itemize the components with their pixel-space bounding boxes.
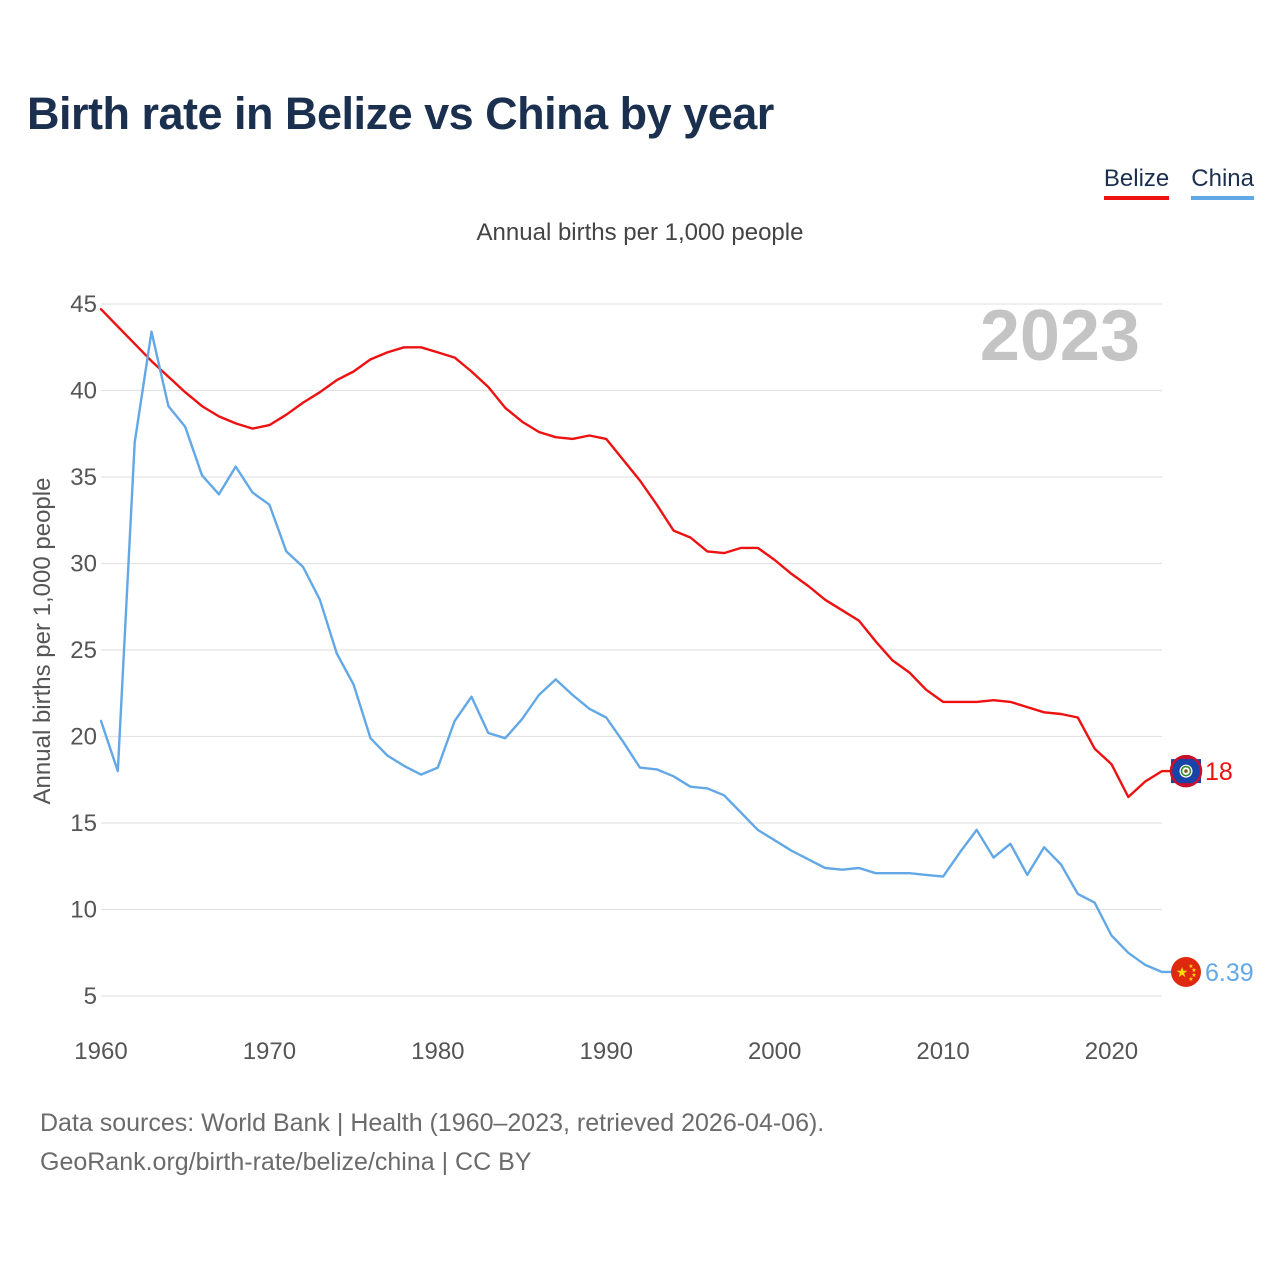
chart-series <box>99 308 1164 974</box>
source-link[interactable]: GeoRank.org/birth-rate/belize/china | CC… <box>40 1148 532 1176</box>
series-end-markers: 18★ ★★★★ 6.39 <box>1162 754 1254 987</box>
y-tick-label: 40 <box>70 378 97 405</box>
svg-text:★: ★ <box>1176 965 1189 981</box>
y-tick-label: 30 <box>70 551 97 578</box>
x-tick-label: 1990 <box>580 1038 633 1065</box>
legend-item-belize[interactable]: Belize <box>1103 164 1170 200</box>
svg-text:★: ★ <box>1191 972 1196 979</box>
year-watermark: 2023 <box>980 296 1140 376</box>
chart-subtitle: Annual births per 1,000 people <box>477 219 804 246</box>
x-tick-label: 1960 <box>74 1038 127 1065</box>
chart-title: Birth rate in Belize vs China by year <box>27 88 774 139</box>
y-tick-label: 15 <box>70 810 97 837</box>
y-tick-label: 5 <box>84 983 97 1010</box>
y-tick-label: 35 <box>70 464 97 491</box>
x-tick-label: 2000 <box>748 1038 801 1065</box>
y-tick-label: 10 <box>70 897 97 924</box>
svg-text:★: ★ <box>1191 967 1196 974</box>
legend-item-china[interactable]: China <box>1191 164 1254 200</box>
x-tick-label: 2010 <box>916 1038 969 1065</box>
footer: Data sources: World Bank | Health (1960–… <box>40 1104 824 1182</box>
series-line-belize[interactable] <box>99 308 1164 799</box>
x-tick-label: 1970 <box>243 1038 296 1065</box>
y-axis-ticks: 5 10 15 20 25 30 35 40 45 <box>70 291 97 1010</box>
y-tick-label: 25 <box>70 637 97 664</box>
x-axis-ticks: 1960 1970 1980 1990 2000 2010 2020 <box>74 1038 1138 1065</box>
y-tick-label: 45 <box>70 291 97 318</box>
line-chart: Annual births per 1,000 people 2023 5 10 1… <box>29 219 1254 1065</box>
y-axis-label: Annual births per 1,000 people <box>29 478 56 805</box>
x-tick-label: 2020 <box>1085 1038 1138 1065</box>
data-sources-text: Data sources: World Bank | Health (1960–… <box>40 1109 825 1137</box>
svg-text:★: ★ <box>1188 963 1193 970</box>
grid-lines <box>101 303 1162 997</box>
series-line-china[interactable] <box>99 330 1164 974</box>
svg-text:★: ★ <box>1188 976 1193 983</box>
end-value-label-belize: 18 <box>1205 758 1233 786</box>
y-tick-label: 20 <box>70 724 97 751</box>
x-tick-label: 1980 <box>411 1038 464 1065</box>
china-flag-icon: ★ ★★★★ <box>1171 956 1201 987</box>
belize-flag-icon <box>1169 754 1203 788</box>
end-value-label-china: 6.39 <box>1205 959 1254 987</box>
chart-legend: Belize China <box>1103 164 1254 200</box>
